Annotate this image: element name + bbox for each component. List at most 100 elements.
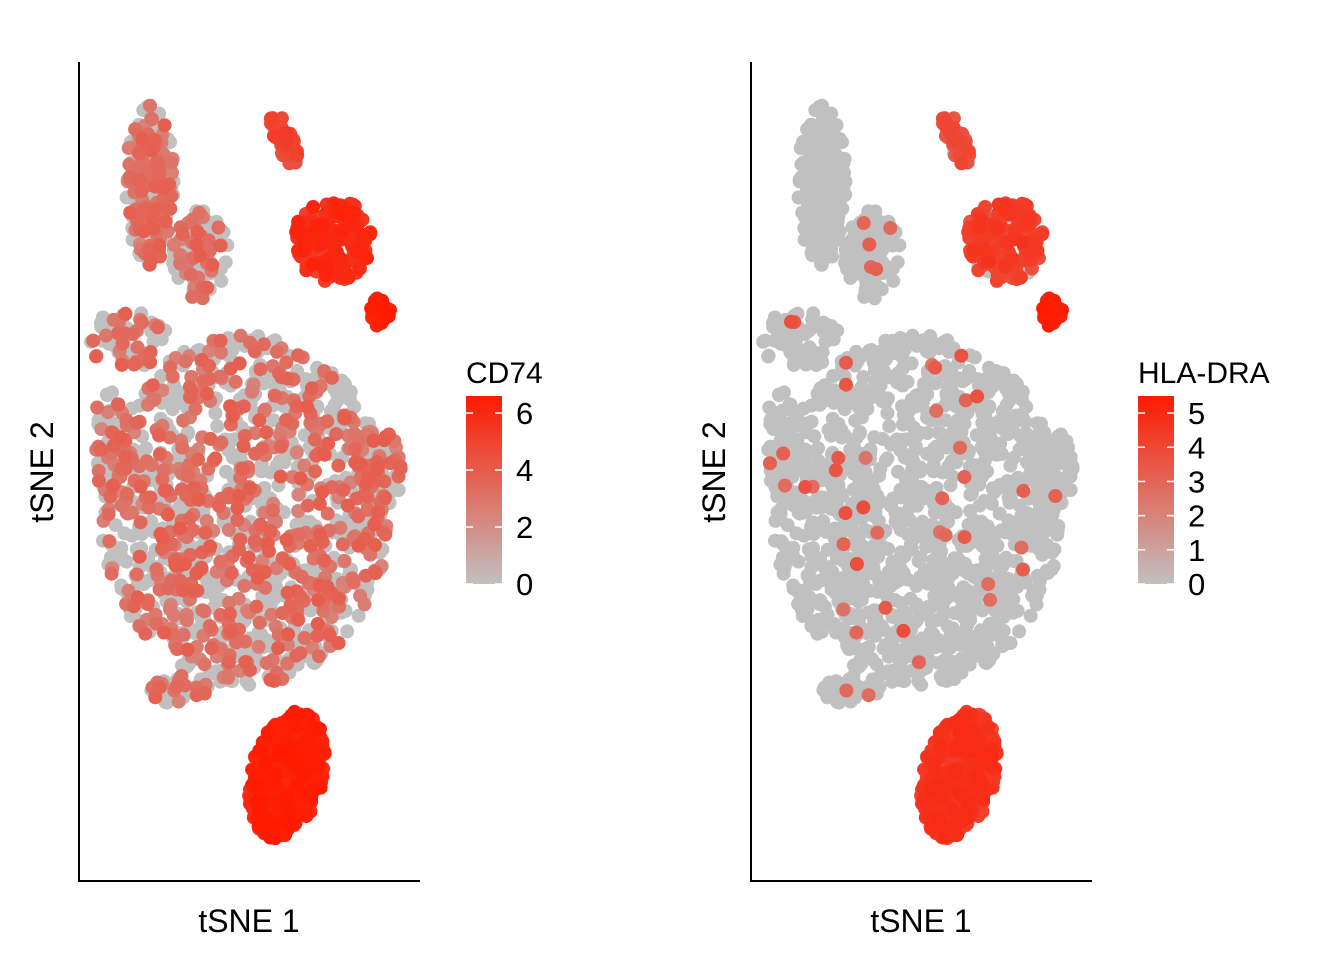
cell-point: [992, 624, 1007, 639]
cell-point: [784, 314, 798, 329]
cell-point: [857, 523, 872, 537]
cell-point: [103, 489, 118, 504]
cell-point: [1015, 235, 1030, 249]
cell-point: [897, 674, 912, 689]
cell-point: [778, 556, 793, 571]
cell-point: [280, 371, 295, 386]
cell-point: [1004, 599, 1019, 614]
cell-point: [192, 205, 207, 220]
cell-point: [229, 635, 244, 650]
cell-point: [252, 413, 267, 428]
cell-point: [965, 651, 979, 666]
cell-point: [220, 668, 235, 683]
cell-point: [813, 573, 828, 588]
cell-point: [211, 220, 226, 235]
cell-point: [304, 381, 319, 396]
cell-point: [885, 238, 900, 253]
cell-point: [312, 578, 327, 593]
cell-point: [272, 454, 287, 469]
cell-point: [981, 577, 996, 592]
cell-point: [340, 498, 355, 513]
cell-point: [313, 527, 327, 542]
cell-point: [300, 498, 315, 513]
cell-point: [322, 628, 337, 642]
cell-point: [770, 505, 785, 520]
cell-point: [786, 578, 801, 593]
cell-point: [189, 688, 204, 703]
cell-point: [297, 458, 312, 473]
x-axis-label: tSNE 1: [198, 903, 299, 939]
cell-point: [149, 562, 164, 577]
colorbar-tick-label: 4: [516, 453, 533, 488]
cell-point: [148, 690, 163, 705]
cell-point: [1034, 536, 1048, 551]
cell-point: [978, 551, 993, 566]
cell-point: [203, 539, 218, 554]
cell-point: [134, 184, 149, 199]
cell-point: [972, 399, 987, 414]
cell-point: [934, 724, 949, 739]
cell-point: [921, 538, 936, 553]
cell-point: [185, 523, 200, 537]
cell-point: [828, 463, 843, 478]
cell-point: [314, 237, 329, 251]
cell-point: [835, 135, 849, 150]
cell-point: [952, 786, 967, 801]
cell-point: [274, 439, 289, 454]
cell-point: [236, 439, 251, 453]
cell-point: [347, 218, 362, 233]
cell-point: [908, 530, 923, 545]
cell-point: [202, 371, 217, 386]
cell-point: [108, 518, 123, 533]
cell-point: [317, 447, 332, 462]
cell-point: [789, 462, 804, 477]
cell-point: [99, 328, 114, 343]
cell-point: [812, 597, 827, 611]
cell-point: [382, 456, 397, 471]
cell-point: [171, 694, 186, 709]
cell-point: [371, 504, 386, 519]
cell-point: [819, 392, 834, 407]
cell-point: [366, 433, 381, 448]
cell-point: [310, 628, 325, 643]
cell-point: [940, 619, 955, 634]
cell-point: [1036, 301, 1051, 316]
cell-point: [987, 485, 1002, 500]
cell-point: [368, 566, 383, 580]
cell-point: [153, 526, 168, 541]
cell-point: [885, 345, 900, 360]
cell-point: [200, 280, 215, 295]
cell-point: [826, 332, 841, 347]
cell-point: [762, 456, 777, 471]
cell-point: [281, 627, 295, 642]
cell-point: [289, 648, 304, 663]
cell-point: [280, 656, 295, 671]
cell-point: [370, 461, 385, 476]
cell-point: [330, 393, 345, 408]
cell-point: [803, 170, 818, 185]
cell-point: [930, 613, 945, 628]
cell-point: [340, 624, 355, 639]
cell-point: [210, 419, 225, 434]
cell-point: [291, 487, 306, 502]
cell-point: [329, 427, 344, 442]
cell-point: [933, 739, 948, 754]
cell-point: [347, 399, 362, 414]
cell-point: [214, 273, 229, 288]
cell-point: [836, 621, 851, 636]
cell-point: [259, 656, 274, 671]
cell-point: [807, 429, 822, 444]
cell-point: [943, 376, 958, 391]
cell-point: [880, 664, 895, 679]
cell-point: [1001, 490, 1016, 505]
cell-point: [247, 534, 262, 549]
cell-point: [335, 223, 350, 238]
cell-point: [1046, 502, 1061, 517]
y-axis-label: tSNE 2: [696, 421, 732, 522]
cell-point: [1006, 376, 1021, 391]
cell-point: [766, 320, 781, 334]
cell-point: [923, 571, 938, 586]
cell-point: [835, 488, 850, 503]
